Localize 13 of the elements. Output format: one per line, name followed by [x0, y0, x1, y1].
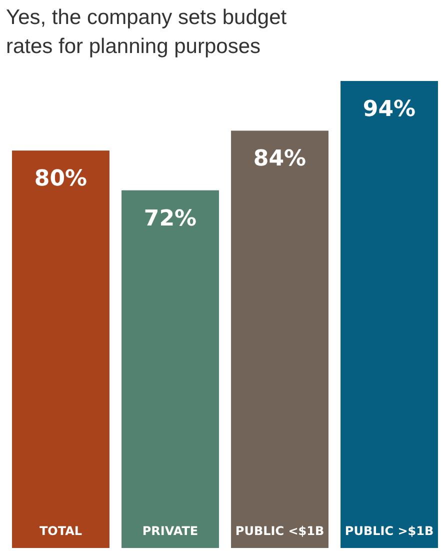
data-label: 72% [144, 206, 197, 232]
bar [122, 190, 219, 548]
data-label: 84% [253, 146, 306, 172]
bar [12, 150, 110, 548]
bar [231, 130, 328, 548]
data-label: 94% [362, 97, 416, 122]
chart-title: Yes, the company sets budget rates for planning purposes [6, 6, 287, 58]
x-tick-label: PUBLIC <$1B [235, 524, 324, 538]
x-tick-label: TOTAL [39, 524, 82, 538]
x-tick-label: PRIVATE [142, 524, 198, 538]
data-label: 80% [34, 166, 88, 192]
bar [340, 81, 438, 548]
x-tick-label: PUBLIC >$1B [344, 524, 434, 538]
